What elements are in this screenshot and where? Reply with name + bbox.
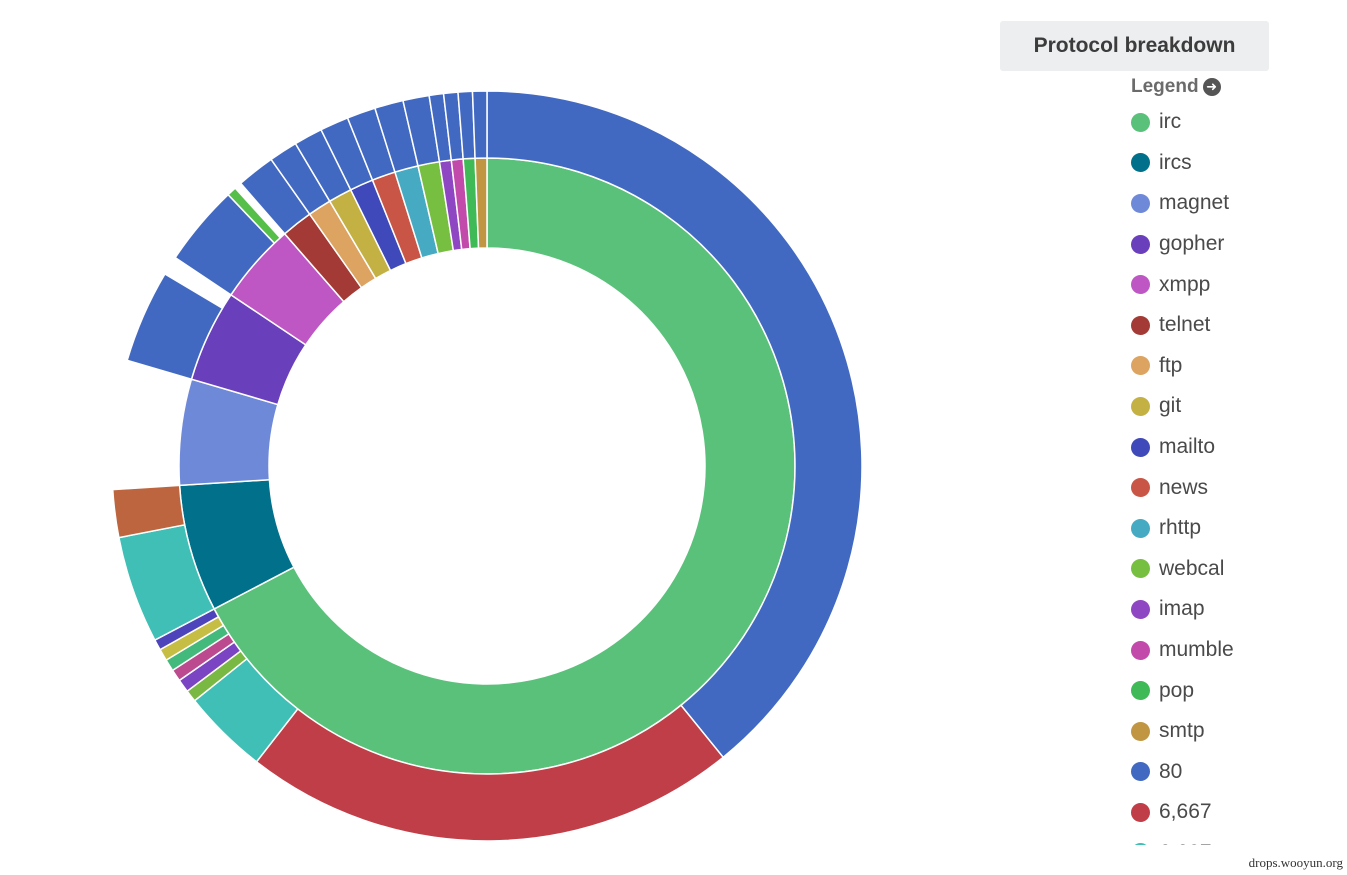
legend-label: rhttp [1159, 516, 1202, 540]
legend-swatch [1131, 275, 1150, 295]
outer-segment-smtp-27[interactable] [471, 90, 488, 160]
legend-label: ircs [1159, 150, 1192, 174]
arrow-right-circle-icon: ➜ [1202, 78, 1221, 96]
legend-label: mailto [1159, 435, 1216, 459]
legend-swatch [1131, 396, 1150, 416]
legend-item[interactable]: smtp [1131, 711, 1331, 752]
legend-item[interactable]: ftp [1131, 346, 1331, 387]
legend-swatch [1131, 802, 1150, 822]
chart-title: Protocol breakdown [1033, 34, 1236, 57]
legend-item[interactable]: mailto [1131, 427, 1331, 468]
legend-swatch [1131, 559, 1150, 579]
legend-swatch [1131, 681, 1150, 701]
legend-label: ftp [1159, 353, 1183, 377]
legend-swatch [1131, 234, 1150, 254]
legend-label: magnet [1159, 191, 1230, 215]
legend-label: pop [1159, 678, 1195, 702]
legend-item[interactable]: imap [1131, 589, 1331, 630]
legend-item[interactable]: irc [1131, 102, 1331, 143]
legend-item[interactable]: magnet [1131, 183, 1331, 224]
legend-label: xmpp [1159, 272, 1211, 296]
legend-swatch [1131, 640, 1150, 660]
legend-swatch [1131, 762, 1150, 782]
legend-swatch [1131, 478, 1150, 498]
legend-item[interactable]: 6,697 [1131, 833, 1331, 845]
legend-label: telnet [1159, 313, 1211, 337]
legend-item[interactable]: gopher [1131, 224, 1331, 265]
legend-item[interactable]: 80 [1131, 752, 1331, 793]
legend: irc ircs magnet gopher xmpp telnet ftp git mailt… [1131, 102, 1331, 845]
legend-swatch [1131, 721, 1150, 741]
legend-item[interactable]: rhttp [1131, 508, 1331, 549]
legend-swatch [1131, 356, 1150, 376]
legend-label: 6,697 [1159, 841, 1212, 845]
legend-swatch [1131, 843, 1150, 845]
legend-label: irc [1159, 110, 1182, 134]
outer-segment-ircs-10[interactable] [111, 484, 186, 539]
outer-segment-gopher-14[interactable] [126, 272, 224, 381]
outer-ring [111, 90, 863, 842]
inner-ring [178, 157, 796, 775]
legend-label: webcal [1159, 556, 1225, 580]
legend-swatch [1131, 518, 1150, 538]
legend-swatch [1131, 437, 1150, 457]
legend-item[interactable]: xmpp [1131, 264, 1331, 305]
legend-label: news [1159, 475, 1209, 499]
legend-label: mumble [1159, 638, 1234, 662]
legend-swatch [1131, 315, 1150, 335]
legend-label: git [1159, 394, 1182, 418]
chart-title-box[interactable]: Protocol breakdown [1000, 21, 1269, 71]
sunburst-chart [111, 90, 863, 842]
legend-label: 6,667 [1159, 800, 1212, 824]
legend-heading: Legend [1131, 76, 1199, 97]
legend-label: imap [1159, 597, 1205, 621]
legend-swatch [1131, 599, 1150, 619]
legend-item[interactable]: mumble [1131, 630, 1331, 671]
legend-swatch [1131, 193, 1150, 213]
outer-segment-80[interactable] [486, 90, 863, 759]
legend-toggle[interactable]: Legend ➜ [1131, 76, 1221, 98]
legend-label: gopher [1159, 232, 1225, 256]
legend-label: smtp [1159, 719, 1205, 743]
legend-item[interactable]: webcal [1131, 549, 1331, 590]
outer-segment-xmpp-16[interactable] [227, 187, 282, 245]
legend-item[interactable]: 6,667 [1131, 792, 1331, 833]
legend-swatch [1131, 112, 1150, 132]
legend-label: 80 [1159, 759, 1183, 783]
watermark: drops.wooyun.org [1248, 855, 1343, 870]
legend-item[interactable]: pop [1131, 670, 1331, 711]
legend-item[interactable]: telnet [1131, 305, 1331, 346]
legend-item[interactable]: git [1131, 386, 1331, 427]
legend-item[interactable]: ircs [1131, 143, 1331, 184]
legend-swatch [1131, 153, 1150, 173]
legend-item[interactable]: news [1131, 467, 1331, 508]
